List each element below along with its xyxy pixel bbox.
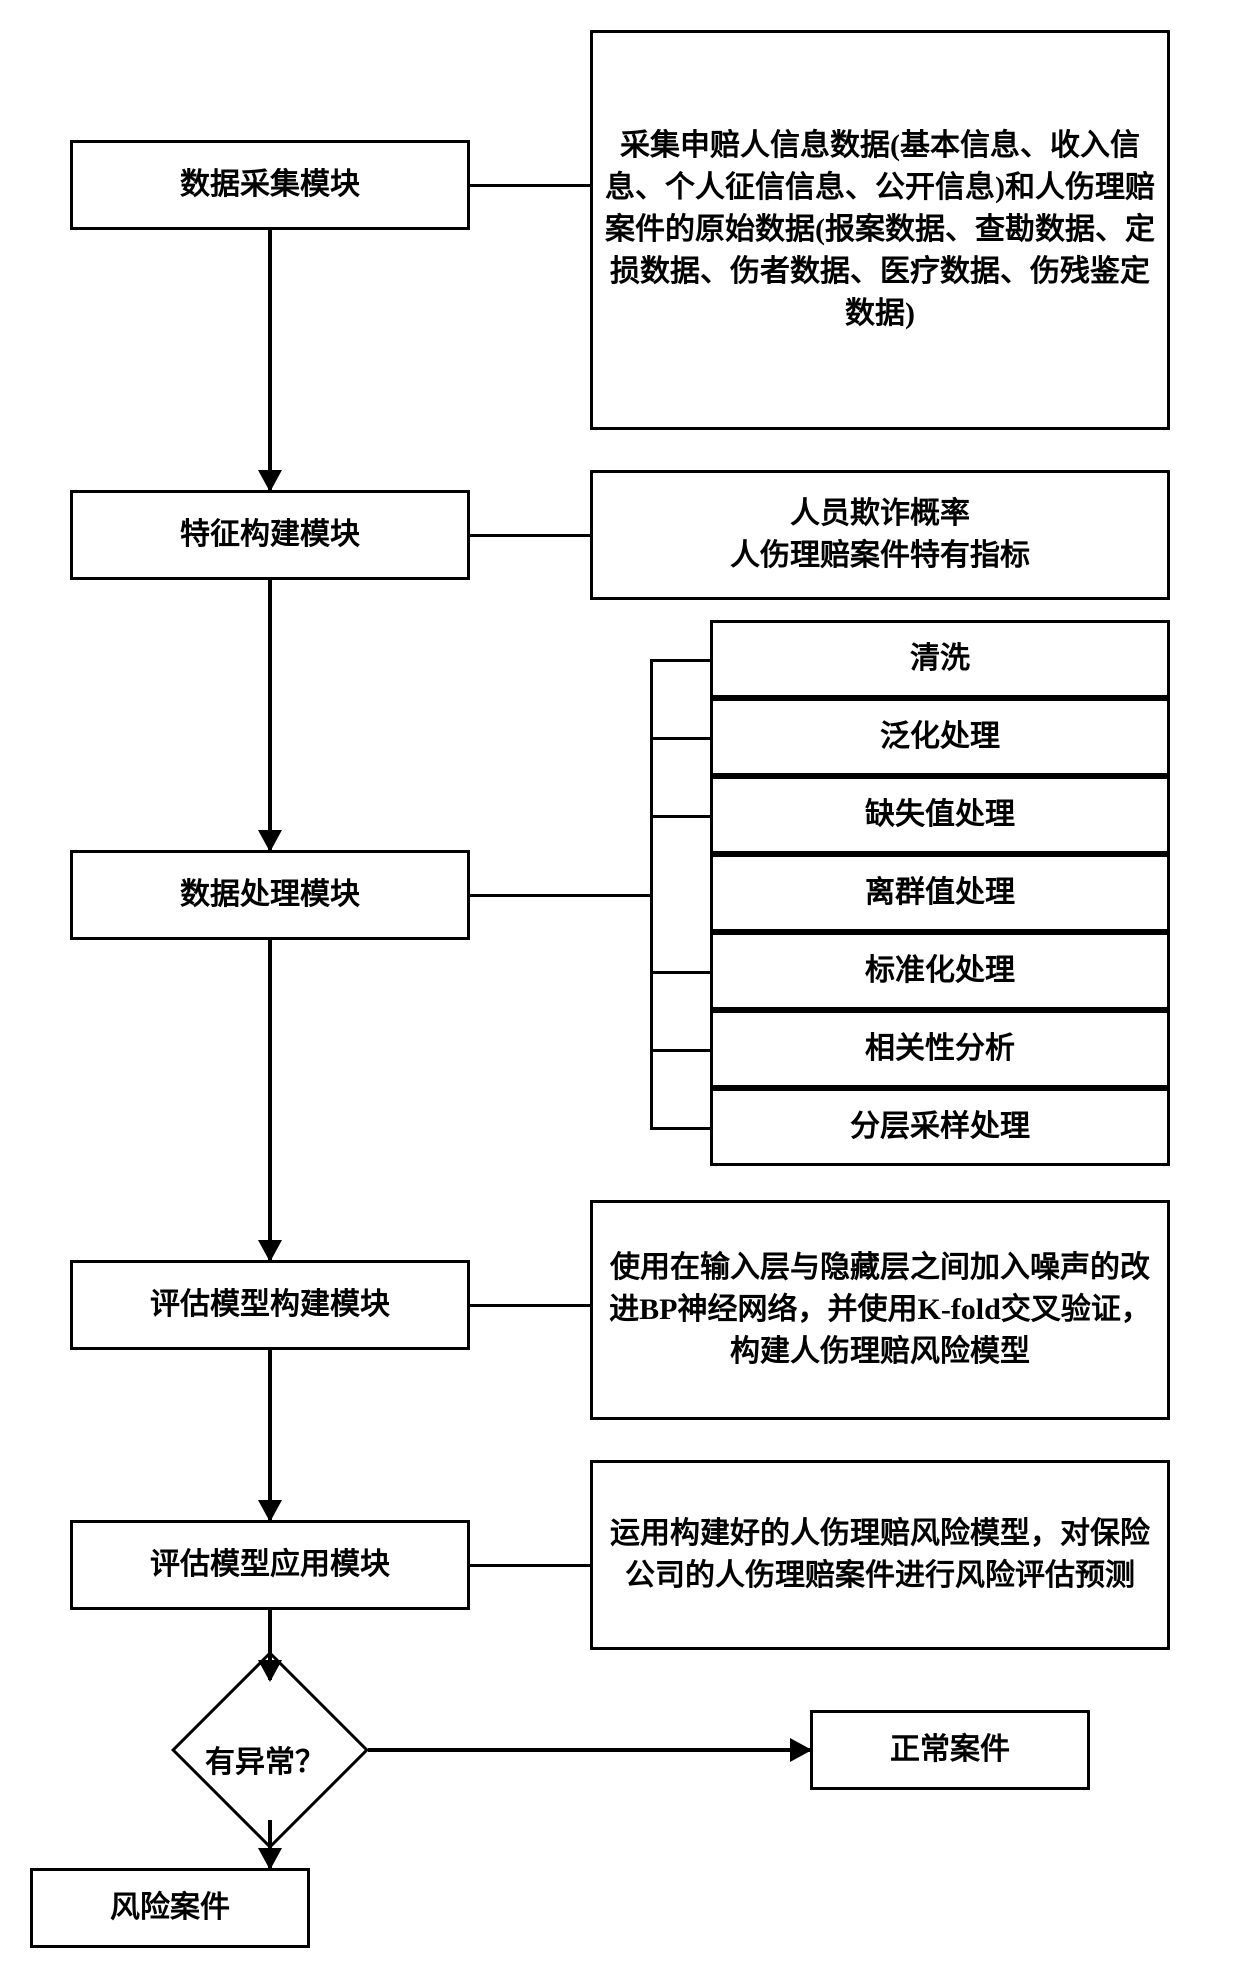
branch-p3 (650, 815, 710, 818)
connector-collect (470, 184, 590, 187)
node-p6-label: 相关性分析 (865, 1028, 1015, 1070)
branch-p5 (650, 971, 710, 974)
branch-p7 (650, 1127, 710, 1130)
node-p1-label: 清洗 (910, 638, 970, 680)
node-feature-desc-label: 人员欺诈概率 人伤理赔案件特有指标 (730, 493, 1030, 577)
node-p5: 标准化处理 (710, 932, 1170, 1010)
arrow-2 (268, 580, 272, 850)
node-p4: 离群值处理 (710, 854, 1170, 932)
connector-process (470, 894, 650, 897)
flowchart-canvas: 数据采集模块 特征构建模块 数据处理模块 评估模型构建模块 评估模型应用模块 采… (30, 30, 1210, 1948)
node-apply-desc: 运用构建好的人伤理赔风险模型，对保险公司的人伤理赔案件进行风险评估预测 (590, 1460, 1170, 1650)
arrow-1 (268, 230, 272, 490)
node-normal: 正常案件 (810, 1710, 1090, 1790)
arrow-decision-normal (368, 1748, 810, 1752)
node-collect-desc-label: 采集申赔人信息数据(基本信息、收入信息、个人征信信息、公开信息)和人伤理赔案件的… (605, 125, 1155, 335)
bracket-vertical (650, 659, 653, 1130)
node-risk: 风险案件 (30, 1868, 310, 1948)
node-collect-desc: 采集申赔人信息数据(基本信息、收入信息、个人征信信息、公开信息)和人伤理赔案件的… (590, 30, 1170, 430)
node-feature-label: 特征构建模块 (180, 514, 360, 556)
branch-p6 (650, 1049, 710, 1052)
arrow-6 (268, 1820, 272, 1868)
node-p7: 分层采样处理 (710, 1088, 1170, 1166)
node-p7-label: 分层采样处理 (850, 1106, 1030, 1148)
node-build: 评估模型构建模块 (70, 1260, 470, 1350)
node-build-desc: 使用在输入层与隐藏层之间加入噪声的改进BP神经网络，并使用K-fold交叉验证，… (590, 1200, 1170, 1420)
node-build-label: 评估模型构建模块 (150, 1284, 390, 1326)
node-feature: 特征构建模块 (70, 490, 470, 580)
node-collect-label: 数据采集模块 (180, 164, 360, 206)
node-p1: 清洗 (710, 620, 1170, 698)
node-apply-desc-label: 运用构建好的人伤理赔风险模型，对保险公司的人伤理赔案件进行风险评估预测 (605, 1513, 1155, 1597)
arrow-3 (268, 940, 272, 1260)
branch-p2 (650, 737, 710, 740)
connector-feature (470, 534, 590, 537)
node-risk-label: 风险案件 (110, 1887, 230, 1929)
node-p6: 相关性分析 (710, 1010, 1170, 1088)
arrow-5 (268, 1610, 272, 1680)
node-process: 数据处理模块 (70, 850, 470, 940)
node-normal-label: 正常案件 (890, 1729, 1010, 1771)
node-collect: 数据采集模块 (70, 140, 470, 230)
connector-build (470, 1304, 590, 1307)
node-p2: 泛化处理 (710, 698, 1170, 776)
node-apply-label: 评估模型应用模块 (150, 1544, 390, 1586)
node-p5-label: 标准化处理 (865, 950, 1015, 992)
node-decision-label: 有异常？ (165, 1737, 365, 1781)
node-p4-label: 离群值处理 (865, 872, 1015, 914)
node-process-label: 数据处理模块 (180, 874, 360, 916)
node-apply: 评估模型应用模块 (70, 1520, 470, 1610)
arrow-4 (268, 1350, 272, 1520)
branch-p1 (650, 659, 710, 662)
node-p3-label: 缺失值处理 (865, 794, 1015, 836)
connector-apply (470, 1564, 590, 1567)
node-p2-label: 泛化处理 (880, 716, 1000, 758)
node-p3: 缺失值处理 (710, 776, 1170, 854)
node-feature-desc: 人员欺诈概率 人伤理赔案件特有指标 (590, 470, 1170, 600)
node-build-desc-label: 使用在输入层与隐藏层之间加入噪声的改进BP神经网络，并使用K-fold交叉验证，… (605, 1247, 1155, 1373)
